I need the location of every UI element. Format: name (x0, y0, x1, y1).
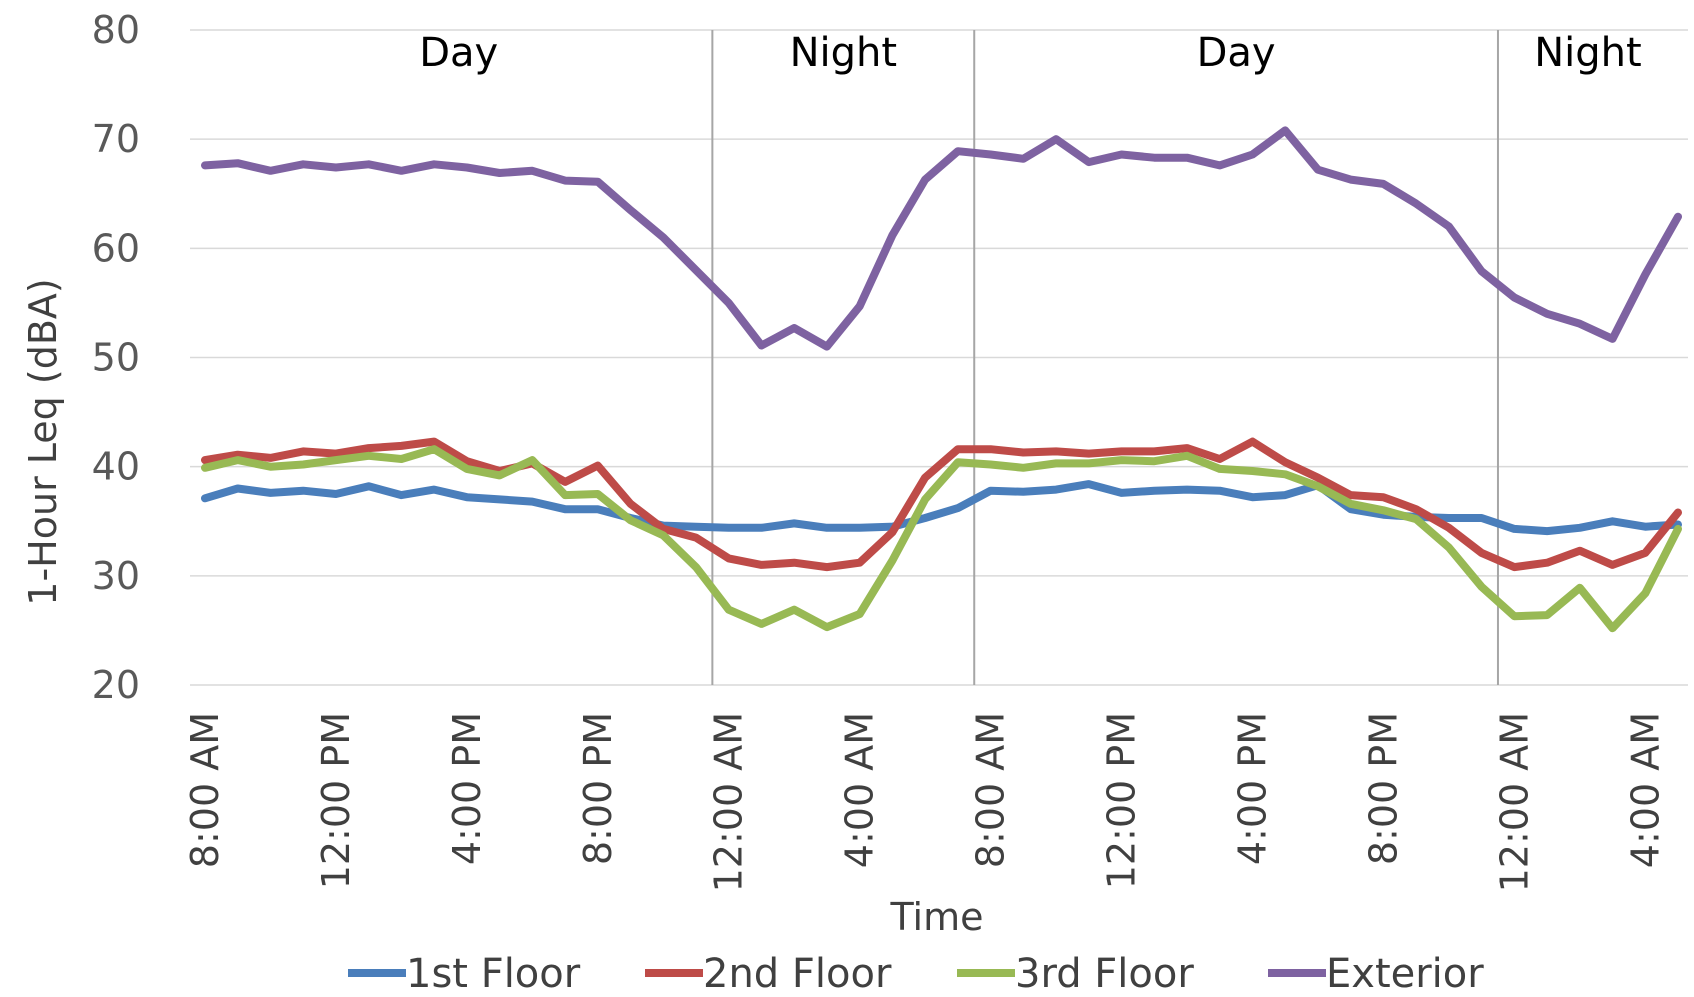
x-tick-label: 4:00 AM (1623, 712, 1667, 868)
gridlines (190, 29, 1688, 686)
x-tick-label: 8:00 AM (969, 712, 1013, 868)
series-line-3rd-floor (201, 445, 1682, 633)
x-axis-title: Time (890, 895, 984, 939)
period-label: Night (790, 30, 897, 76)
x-tick-label: 12:00 PM (1100, 712, 1144, 889)
y-tick-label: 70 (92, 117, 140, 161)
x-tick-label: 8:00 PM (1361, 712, 1405, 865)
period-label: Day (419, 30, 498, 76)
period-label: Day (1197, 30, 1276, 76)
legend-label: 2nd Floor (703, 951, 892, 992)
x-tick-label: 12:00 AM (1492, 712, 1536, 892)
legend-label: 3rd Floor (1015, 951, 1194, 992)
legend-label: Exterior (1326, 951, 1484, 992)
y-tick-label: 20 (92, 663, 140, 707)
x-tick-label: 4:00 PM (1230, 712, 1274, 865)
series-line-exterior (201, 126, 1682, 351)
y-tick-label: 30 (92, 554, 140, 598)
x-tick-label: 4:00 AM (838, 712, 882, 868)
y-tick-label: 80 (92, 8, 140, 52)
x-tick-label: 8:00 PM (576, 712, 620, 865)
legend-label: 1st Floor (406, 951, 581, 992)
period-dividers: Day Night Day Night (419, 30, 1642, 685)
period-label: Night (1534, 30, 1641, 76)
y-tick-label: 50 (92, 336, 140, 380)
series-line-2nd-floor (201, 437, 1682, 572)
y-axis-ticks: 20 30 40 50 60 70 80 (92, 8, 140, 707)
legend: 1st Floor 2nd Floor 3rd Floor Exterior (348, 951, 1484, 997)
x-tick-label: 4:00 PM (445, 712, 489, 865)
y-tick-label: 60 (92, 226, 140, 270)
x-tick-label: 8:00 AM (183, 712, 227, 868)
y-tick-label: 40 (92, 445, 140, 489)
series-lines (201, 126, 1682, 633)
x-axis-ticks: 8:00 AM 12:00 PM 4:00 PM 8:00 PM 12:00 AM 4:0… (183, 712, 1667, 892)
series-line-1st-floor (201, 480, 1682, 536)
x-tick-label: 12:00 AM (707, 712, 751, 892)
y-axis-title: 1-Hour Leq (dBA) (21, 278, 65, 605)
x-tick-label: 12:00 PM (314, 712, 358, 889)
